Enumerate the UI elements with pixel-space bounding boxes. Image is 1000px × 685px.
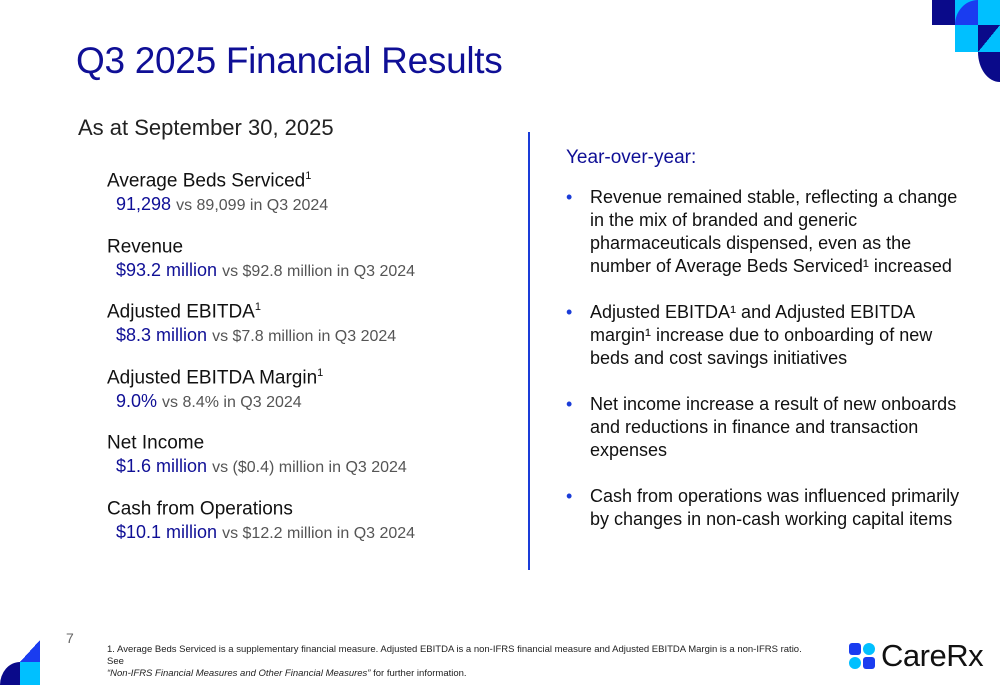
bullet-icon: • bbox=[566, 394, 573, 414]
bullet-icon: • bbox=[566, 486, 573, 506]
yoy-bullet-list: • Revenue remained stable, reflecting a c… bbox=[566, 186, 966, 554]
list-item: • Adjusted EBITDA¹ and Adjusted EBITDA ma… bbox=[566, 302, 933, 368]
metric-comparison: vs $92.8 million in Q3 2024 bbox=[222, 262, 416, 280]
metric-value: 9.0% bbox=[116, 390, 158, 411]
carerx-logo: CareRx bbox=[849, 638, 984, 674]
metric-average-beds: Average Beds Serviced1 91,298 vs 89,099 … bbox=[107, 170, 329, 215]
metric-net-income: Net Income $1.6 million vs ($0.4) millio… bbox=[107, 432, 415, 498]
metric-label: Average Beds Serviced bbox=[107, 170, 306, 192]
metric-cash-from-operations: Cash from Operations $10.1 million vs $1… bbox=[107, 498, 415, 564]
bullet-icon: • bbox=[566, 187, 573, 207]
metric-value: $1.6 million bbox=[116, 456, 208, 477]
metric-ebitda-margin: Adjusted EBITDA Margin1 9.0% vs 8.4% in … bbox=[107, 366, 324, 411]
metric-label: Adjusted EBITDA Margin bbox=[107, 366, 318, 388]
metric-revenue: Revenue $93.2 million vs $92.8 million i… bbox=[107, 236, 415, 302]
as-at-date: As at September 30, 2025 bbox=[78, 115, 334, 140]
page-number: 7 bbox=[66, 630, 74, 646]
bullet-icon: • bbox=[566, 302, 573, 322]
metric-value: $8.3 million bbox=[116, 325, 208, 346]
list-item: • Net income increase a result of new onb… bbox=[566, 394, 957, 460]
footnote: 1. Average Beds Serviced is a supplement… bbox=[107, 644, 802, 679]
metric-value: 91,298 bbox=[116, 194, 172, 215]
metric-adjusted-ebitda: Adjusted EBITDA1 $8.3 million vs $7.8 mi… bbox=[107, 301, 397, 346]
metric-label: Cash from Operations bbox=[107, 497, 293, 519]
metric-comparison: vs 8.4% in Q3 2024 bbox=[162, 393, 302, 411]
metric-comparison: vs ($0.4) million in Q3 2024 bbox=[212, 459, 407, 477]
metric-comparison: vs $7.8 million in Q3 2024 bbox=[212, 328, 397, 346]
list-item: • Revenue remained stable, reflecting a c… bbox=[566, 187, 958, 276]
metric-label: Net Income bbox=[107, 432, 205, 454]
metric-label: Revenue bbox=[107, 235, 184, 257]
metric-comparison: vs $12.2 million in Q3 2024 bbox=[222, 524, 416, 542]
metric-value: $93.2 million bbox=[116, 259, 218, 280]
logo-mark-icon bbox=[849, 643, 875, 669]
metric-value: $10.1 million bbox=[116, 521, 218, 542]
metrics-list: Average Beds Serviced1 91,298 vs 89,099 … bbox=[107, 170, 415, 563]
logo-text: CareRx bbox=[881, 638, 984, 673]
yoy-heading: Year-over-year: bbox=[566, 147, 697, 168]
metric-comparison: vs 89,099 in Q3 2024 bbox=[176, 197, 329, 215]
list-item: • Cash from operations was influenced pri… bbox=[566, 486, 960, 529]
page-title: Q3 2025 Financial Results bbox=[76, 40, 503, 81]
metric-label: Adjusted EBITDA bbox=[107, 301, 255, 323]
vertical-divider bbox=[528, 132, 530, 570]
